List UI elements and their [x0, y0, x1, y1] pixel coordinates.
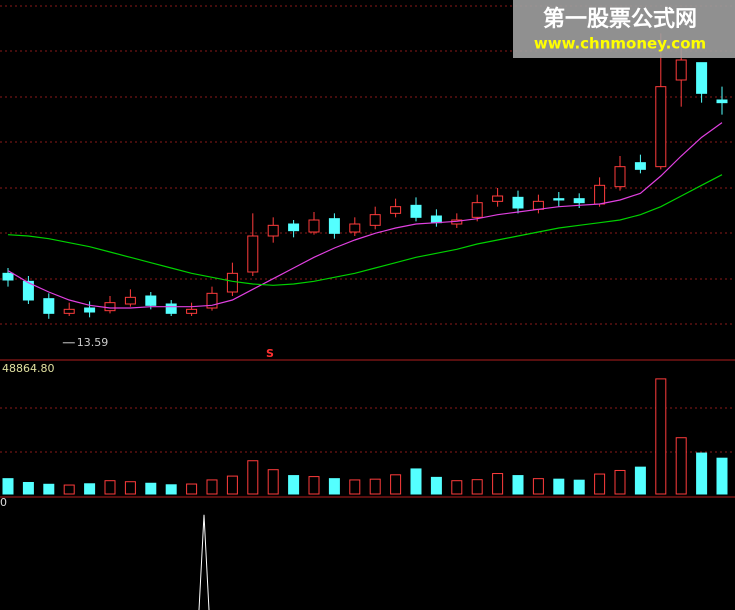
volume-bar	[84, 483, 96, 495]
volume-bar	[716, 457, 728, 495]
volume-bar	[267, 469, 279, 495]
candle-body	[532, 200, 544, 210]
candle-body	[696, 62, 708, 94]
volume-bar	[308, 476, 320, 495]
candle-body	[594, 184, 606, 205]
candle-body	[63, 308, 75, 314]
volume-bar	[696, 452, 708, 495]
volume-bar	[226, 475, 238, 495]
candle-body	[124, 296, 136, 305]
candle-body	[430, 215, 442, 224]
candle-body	[43, 298, 55, 314]
volume-bar	[532, 478, 544, 495]
candle-body	[349, 223, 361, 233]
volume-bar	[247, 460, 259, 495]
candle-body	[288, 223, 300, 232]
candle-body	[186, 308, 198, 314]
candle-body	[206, 292, 218, 309]
volume-bar	[186, 483, 198, 495]
volume-bar	[675, 437, 687, 495]
volume-bar	[288, 475, 300, 495]
volume-bar	[63, 484, 75, 495]
candle-body	[267, 224, 279, 237]
candle-body	[471, 202, 483, 218]
candle-body	[573, 198, 585, 204]
candle-body	[104, 302, 116, 312]
candle-body	[553, 198, 565, 201]
volume-bar	[328, 478, 340, 495]
indicator-spike	[198, 514, 210, 610]
volume-bar	[43, 483, 55, 495]
volume-bar	[492, 473, 504, 495]
signal-marker: S	[266, 347, 274, 360]
candle-body	[369, 214, 381, 226]
volume-bar	[165, 484, 177, 495]
watermark-title: 第一股票公式网	[543, 6, 697, 32]
volume-bar	[512, 475, 524, 495]
volume-bar	[22, 481, 34, 495]
candle-body	[492, 195, 504, 202]
volume-bar	[390, 474, 402, 495]
volume-bar	[614, 469, 626, 495]
volume-bar	[104, 480, 116, 495]
candle-body	[390, 206, 402, 214]
watermark-box	[513, 0, 735, 58]
volume-bar	[145, 482, 157, 495]
candle-body	[716, 99, 728, 104]
volume-bar	[206, 479, 218, 495]
volume-bar	[369, 478, 381, 495]
volume-bar	[634, 466, 646, 495]
candle-body	[410, 204, 422, 218]
candle-body	[165, 303, 177, 314]
moving-average	[7, 174, 723, 286]
candle-body	[308, 219, 320, 233]
volume-bar	[451, 480, 463, 495]
volume-bar	[349, 479, 361, 495]
volume-bar	[471, 479, 483, 495]
volume-bar	[594, 473, 606, 495]
volume-bar	[2, 478, 14, 495]
volume-bar	[410, 468, 422, 495]
volume-bar	[655, 378, 667, 495]
candle-body	[328, 218, 340, 234]
candle-body	[84, 307, 96, 313]
candle-body	[22, 280, 34, 301]
volume-bar	[573, 479, 585, 495]
volume-tick-label: 48864.80	[2, 362, 55, 375]
candle-body	[675, 59, 687, 81]
candle-body	[226, 272, 238, 293]
volume-bar	[124, 481, 136, 495]
volume-bar	[430, 476, 442, 495]
volume-bar	[553, 478, 565, 495]
moving-average	[7, 122, 723, 309]
candle-body	[614, 166, 626, 188]
candle-body	[145, 295, 157, 306]
watermark-url: www.chnmoney.com	[534, 35, 706, 53]
candle-body	[2, 272, 14, 281]
candle-body	[247, 235, 259, 273]
candle-body	[634, 162, 646, 170]
indicator-tick-label: 0	[0, 496, 7, 509]
candle-body	[512, 196, 524, 209]
low-annotation: 13.59	[77, 336, 109, 349]
candle-body	[655, 86, 667, 168]
